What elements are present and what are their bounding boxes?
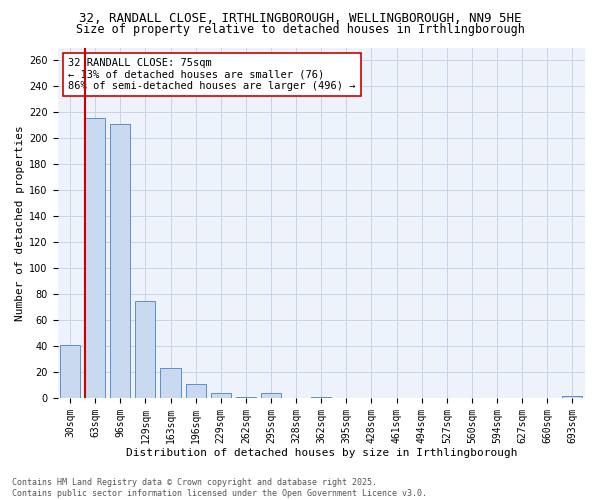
- Bar: [261, 393, 281, 398]
- Bar: [311, 397, 331, 398]
- Bar: [211, 393, 231, 398]
- Text: Size of property relative to detached houses in Irthlingborough: Size of property relative to detached ho…: [76, 22, 524, 36]
- Bar: [110, 124, 130, 398]
- Text: 32 RANDALL CLOSE: 75sqm
← 13% of detached houses are smaller (76)
86% of semi-de: 32 RANDALL CLOSE: 75sqm ← 13% of detache…: [68, 58, 356, 91]
- Text: Contains HM Land Registry data © Crown copyright and database right 2025.
Contai: Contains HM Land Registry data © Crown c…: [12, 478, 427, 498]
- Bar: [236, 397, 256, 398]
- Text: 32, RANDALL CLOSE, IRTHLINGBOROUGH, WELLINGBOROUGH, NN9 5HE: 32, RANDALL CLOSE, IRTHLINGBOROUGH, WELL…: [79, 12, 521, 26]
- Bar: [85, 118, 105, 398]
- Bar: [136, 301, 155, 398]
- Bar: [60, 345, 80, 399]
- Y-axis label: Number of detached properties: Number of detached properties: [15, 125, 25, 321]
- Bar: [185, 384, 206, 398]
- Bar: [160, 368, 181, 398]
- X-axis label: Distribution of detached houses by size in Irthlingborough: Distribution of detached houses by size …: [125, 448, 517, 458]
- Bar: [562, 396, 583, 398]
